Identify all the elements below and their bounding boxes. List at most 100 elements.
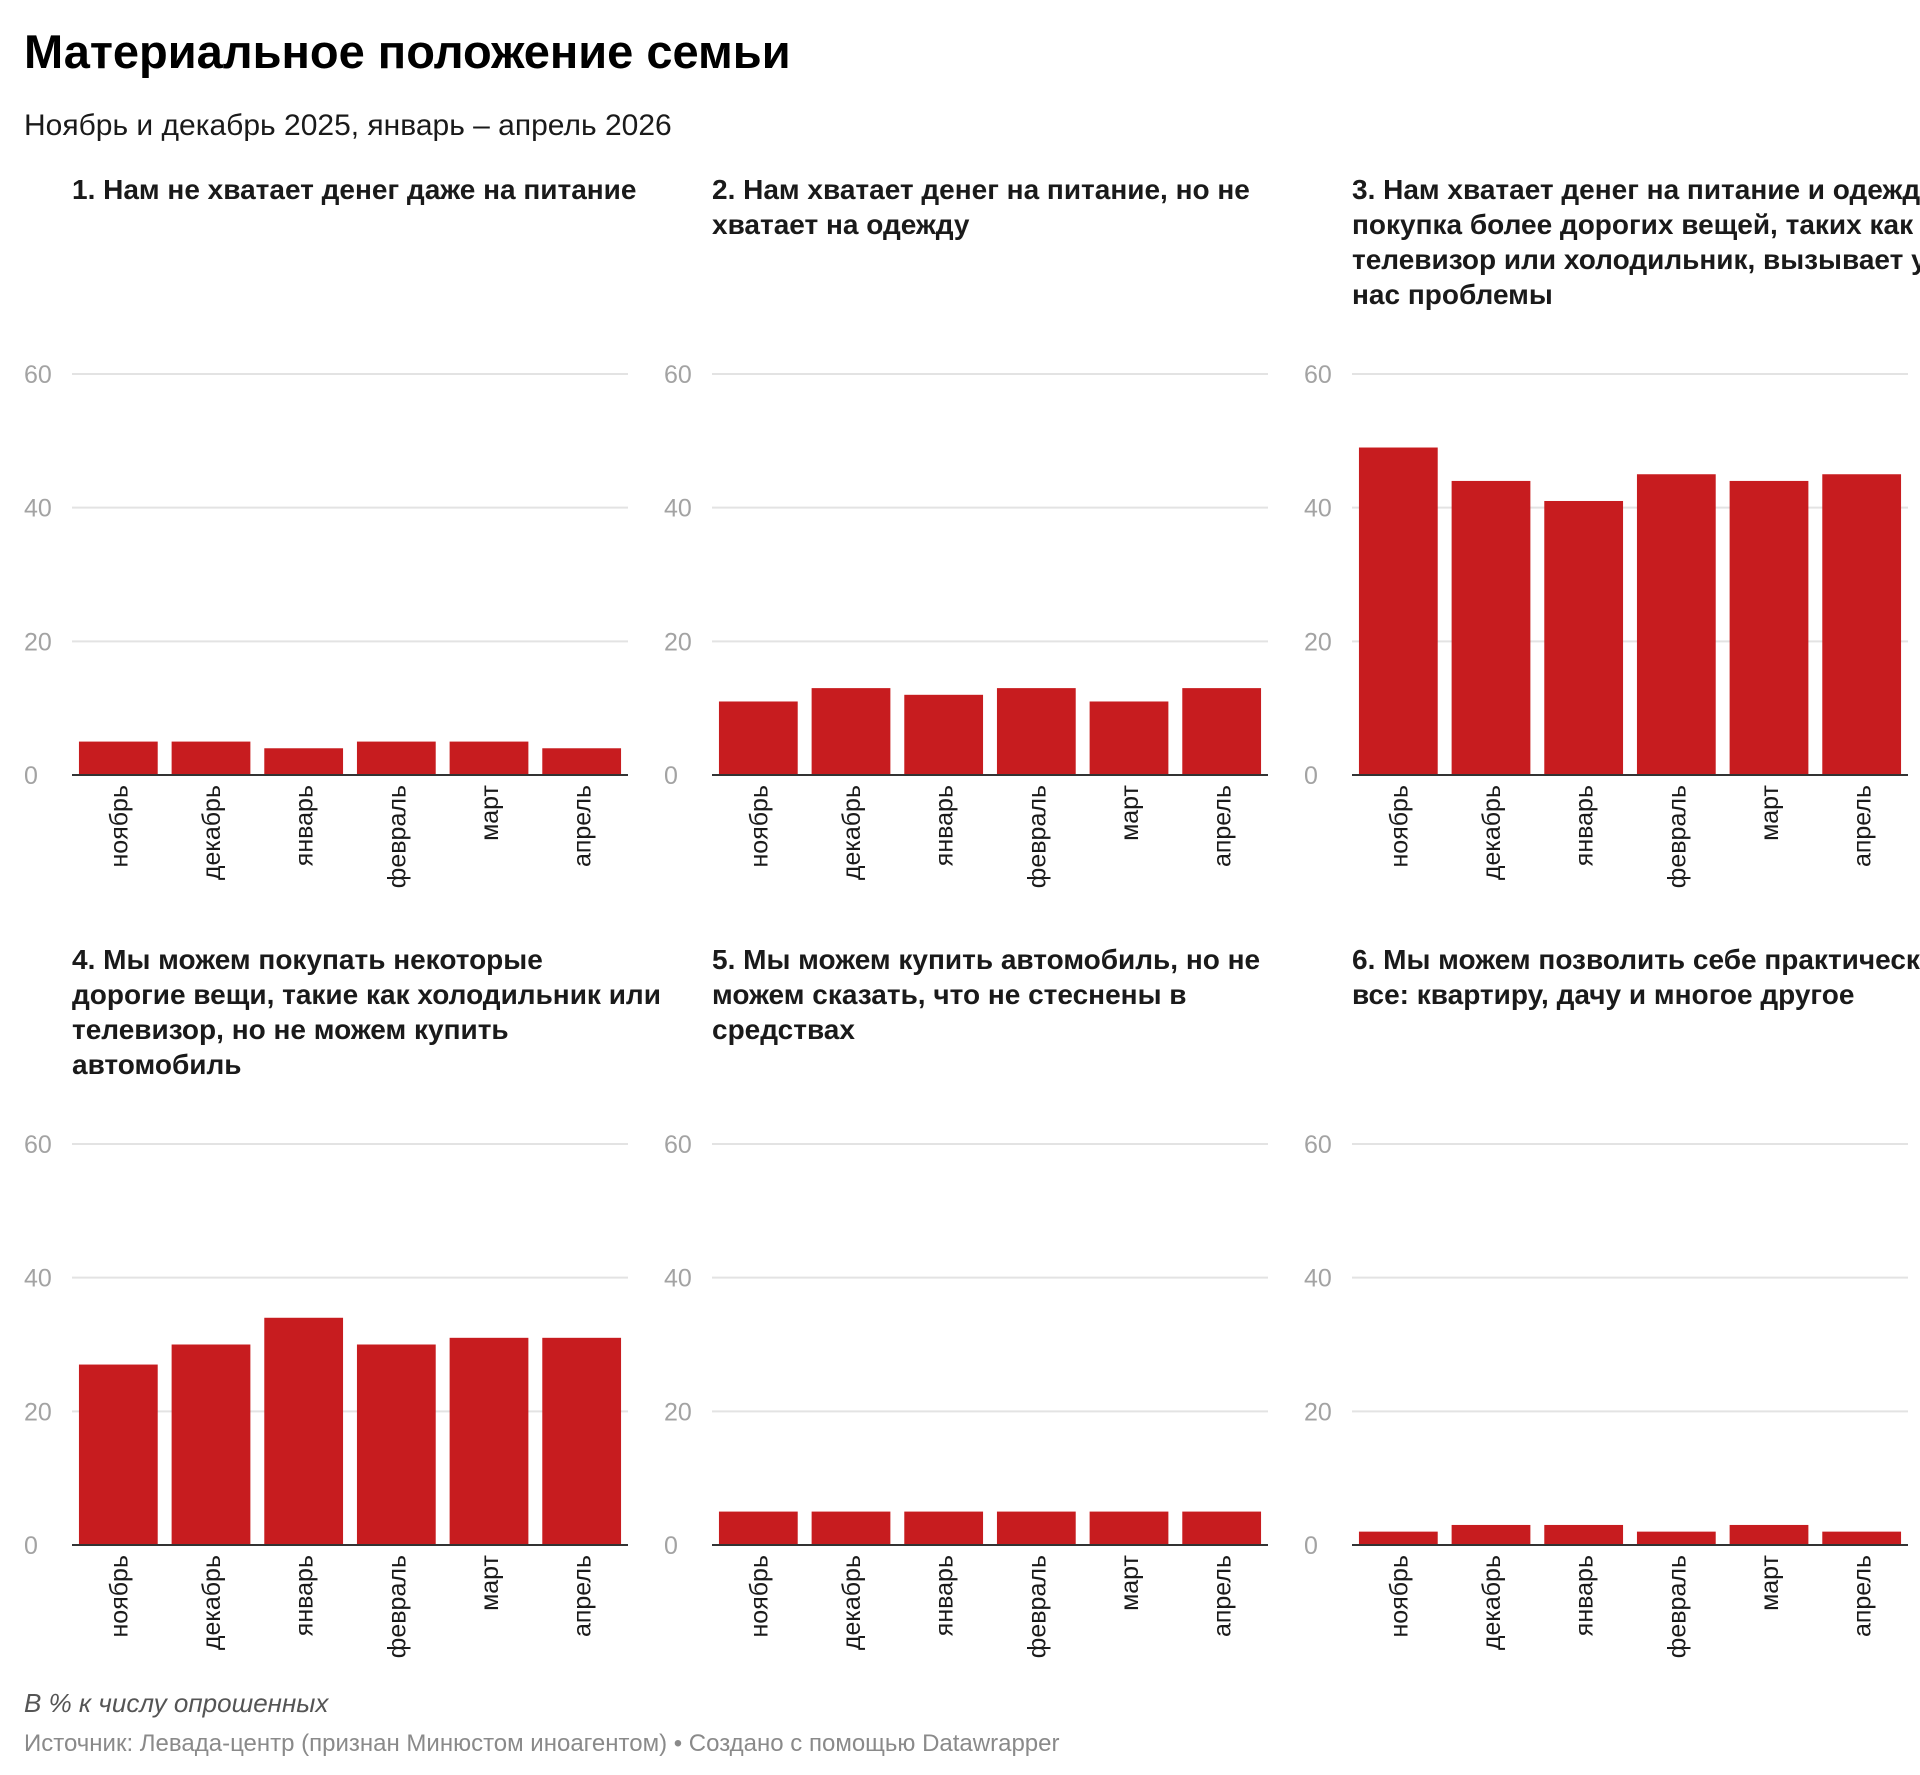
bar <box>1636 474 1716 775</box>
bar <box>449 741 529 775</box>
x-category-label: март <box>1116 1554 1144 1610</box>
bar <box>1544 1524 1624 1545</box>
bar <box>78 1364 158 1545</box>
chart-panel-1: 1. Нам не хватает денег даже на питание 0… <box>24 172 664 888</box>
bar <box>542 1337 622 1545</box>
x-category-label: ноябрь <box>745 785 773 868</box>
x-category-label: декабрь <box>1478 785 1506 880</box>
bar <box>996 1511 1076 1545</box>
bar <box>1182 688 1262 775</box>
chart-panel-title: 3. Нам хватает денег на питание и одежду… <box>1352 174 1920 310</box>
bar-chart: 0 20 40 60 ноябрь декабрь январь февраль март апр… <box>24 1131 628 1658</box>
x-category-label: февраль <box>1023 785 1051 888</box>
bar <box>1358 447 1438 775</box>
x-category-label: январь <box>1571 785 1599 866</box>
bar <box>904 1511 984 1545</box>
x-category-label: февраль <box>1663 1555 1691 1658</box>
bar <box>1182 1511 1262 1545</box>
chart-panel-2: 2. Нам хватает денег на питание, но не х… <box>664 172 1304 888</box>
y-tick-label: 60 <box>1304 1131 1332 1159</box>
unit-note: В % к числу опрошенных <box>24 1688 329 1718</box>
x-category-label: февраль <box>383 1555 411 1658</box>
chart-panel-title: 6. Мы можем позволить себе практически в… <box>1352 944 1920 1010</box>
chart-panel-6: 6. Мы можем позволить себе практически в… <box>1304 942 1920 1658</box>
bar <box>1822 1531 1902 1545</box>
bar-chart: 0 20 40 60 ноябрь декабрь январь февраль март апр… <box>664 361 1268 888</box>
bar-chart: 0 20 40 60 ноябрь декабрь январь февраль март апр… <box>24 361 628 888</box>
page-subtitle: Ноябрь и декабрь 2025, январь – апрель 2… <box>24 109 672 142</box>
y-tick-label: 20 <box>664 1398 692 1426</box>
chart-panel-5: 5. Мы можем купить автомобиль, но не мож… <box>664 942 1304 1658</box>
y-tick-label: 20 <box>664 628 692 656</box>
bar <box>811 688 891 775</box>
bar <box>996 688 1076 775</box>
bar <box>718 1511 798 1545</box>
x-category-label: апрель <box>1849 785 1877 867</box>
y-tick-label: 40 <box>664 495 692 523</box>
x-category-label: декабрь <box>198 1555 226 1650</box>
y-tick-label: 20 <box>1304 628 1332 656</box>
x-category-label: апрель <box>1209 1555 1237 1637</box>
bar <box>1729 480 1809 775</box>
page-title: Материальное положение семьи <box>24 25 791 78</box>
x-category-label: декабрь <box>838 1555 866 1650</box>
y-tick-label: 0 <box>1304 1532 1318 1560</box>
x-category-label: январь <box>931 785 959 866</box>
y-tick-label: 60 <box>664 361 692 389</box>
x-category-label: ноябрь <box>1385 1555 1413 1638</box>
bar <box>171 741 251 775</box>
bar <box>904 694 984 775</box>
x-category-label: ноябрь <box>745 1555 773 1638</box>
x-category-label: апрель <box>569 1555 597 1637</box>
x-category-label: январь <box>291 1555 319 1636</box>
x-category-label: февраль <box>383 785 411 888</box>
chart-panel-title: 1. Нам не хватает денег даже на питание <box>72 174 637 205</box>
x-category-label: март <box>476 784 504 840</box>
bar <box>811 1511 891 1545</box>
y-tick-label: 40 <box>1304 495 1332 523</box>
x-category-label: апрель <box>1849 1555 1877 1637</box>
x-category-label: март <box>1756 784 1784 840</box>
bar <box>1358 1531 1438 1545</box>
bar <box>1544 500 1624 775</box>
y-tick-label: 20 <box>1304 1398 1332 1426</box>
x-category-label: ноябрь <box>1385 785 1413 868</box>
bar <box>1089 701 1169 775</box>
x-category-label: март <box>1116 784 1144 840</box>
chart-panel-3: 3. Нам хватает денег на питание и одежду… <box>1304 172 1920 888</box>
source-note: Источник: Левада-центр (признан Минюстом… <box>24 1730 1060 1757</box>
bar-chart: 0 20 40 60 ноябрь декабрь январь февраль март апр… <box>664 1131 1268 1658</box>
chart-panel-title: 5. Мы можем купить автомобиль, но не мож… <box>712 944 1261 1045</box>
x-category-label: март <box>1756 1554 1784 1610</box>
y-tick-label: 0 <box>1304 762 1318 790</box>
x-category-label: ноябрь <box>105 1555 133 1638</box>
y-tick-label: 60 <box>24 1131 52 1159</box>
x-category-label: декабрь <box>1478 1555 1506 1650</box>
bar <box>449 1337 529 1545</box>
bar <box>264 1317 344 1545</box>
bar <box>1729 1524 1809 1545</box>
x-category-label: декабрь <box>198 785 226 880</box>
x-category-label: декабрь <box>838 785 866 880</box>
chart-panel-4: 4. Мы можем покупать некоторые дорогие в… <box>24 942 664 1658</box>
y-tick-label: 0 <box>24 1532 38 1560</box>
bar <box>1822 474 1902 775</box>
bar <box>1451 1524 1531 1545</box>
x-category-label: январь <box>291 785 319 866</box>
bar <box>1089 1511 1169 1545</box>
chart-panel-title: 4. Мы можем покупать некоторые дорогие в… <box>72 944 661 1080</box>
x-category-label: февраль <box>1023 1555 1051 1658</box>
x-category-label: ноябрь <box>105 785 133 868</box>
y-tick-label: 40 <box>1304 1265 1332 1293</box>
y-tick-label: 40 <box>24 1265 52 1293</box>
x-category-label: март <box>476 1554 504 1610</box>
y-tick-label: 0 <box>664 762 678 790</box>
bar <box>264 748 344 775</box>
y-tick-label: 60 <box>1304 361 1332 389</box>
x-category-label: апрель <box>1209 785 1237 867</box>
x-category-label: январь <box>1571 1555 1599 1636</box>
bar <box>356 741 436 775</box>
bar-chart: 0 20 40 60 ноябрь декабрь январь февраль март апр… <box>1304 361 1908 888</box>
y-tick-label: 20 <box>24 628 52 656</box>
bar <box>356 1344 436 1545</box>
